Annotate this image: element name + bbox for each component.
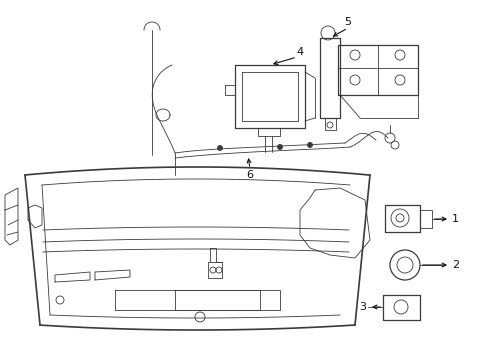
Circle shape <box>307 143 312 148</box>
Text: 4: 4 <box>296 47 303 57</box>
Circle shape <box>277 144 282 149</box>
Circle shape <box>217 145 222 150</box>
Text: 5: 5 <box>344 17 351 27</box>
Text: 1: 1 <box>451 214 458 224</box>
Text: 3: 3 <box>358 302 365 312</box>
Text: 6: 6 <box>246 170 253 180</box>
Text: 2: 2 <box>451 260 458 270</box>
